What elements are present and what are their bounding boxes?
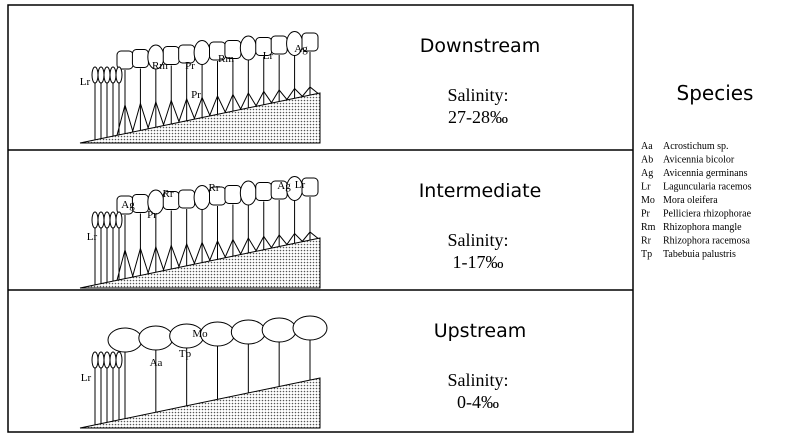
species-code: Mo xyxy=(641,195,655,206)
tree-label: Rr xyxy=(163,188,174,200)
canopy xyxy=(256,183,272,201)
salinity-label: Salinity: xyxy=(447,85,508,105)
species-code: Ab xyxy=(641,155,653,166)
species-name: Avicennia bicolor xyxy=(663,155,735,166)
canopy xyxy=(293,316,327,340)
tree-label: Ag xyxy=(121,199,135,211)
canopy xyxy=(231,320,265,344)
canopy xyxy=(104,67,110,83)
ground xyxy=(80,378,320,428)
canopy xyxy=(225,186,241,204)
canopy xyxy=(98,67,104,83)
salinity-value: 27-28‰ xyxy=(448,107,508,127)
species-code: Lr xyxy=(641,182,651,193)
canopy xyxy=(92,352,98,368)
tree-label: Pr xyxy=(147,209,157,221)
page: {"rows":[ {"zone":"Downstream","salinity… xyxy=(0,0,795,435)
species-code: Ag xyxy=(641,168,653,179)
canopy xyxy=(271,36,287,54)
zone-name: Downstream xyxy=(420,35,540,57)
species-name: Avicennia germinans xyxy=(663,168,748,179)
tree-label: Ag xyxy=(277,180,291,192)
tree-label: Lr xyxy=(295,179,306,191)
canopy xyxy=(240,36,256,60)
canopy xyxy=(194,41,210,65)
salinity-value: 0-4‰ xyxy=(457,392,499,412)
species-name: Acrostichum sp. xyxy=(663,141,729,152)
canopy xyxy=(110,352,116,368)
tree-label: Ag xyxy=(294,43,308,55)
species-code: Tp xyxy=(641,249,652,260)
canopy xyxy=(108,328,142,352)
canopy xyxy=(98,352,104,368)
species-name: Tabebuia palustris xyxy=(663,249,736,260)
canopy xyxy=(92,67,98,83)
canopy xyxy=(240,181,256,205)
canopy xyxy=(179,190,195,208)
canopy xyxy=(110,212,116,228)
salinity-label: Salinity: xyxy=(447,230,508,250)
canopy xyxy=(116,352,122,368)
canopy xyxy=(117,51,133,69)
tree-label: Lr xyxy=(87,231,98,243)
diagram: Species Lr Rm Pr Rm Pr Lr Ag Downstream Salinity… xyxy=(0,0,795,435)
tree-label: Pr xyxy=(191,89,201,101)
tree-label: Lr xyxy=(263,50,274,62)
zone-name: Upstream xyxy=(434,320,527,342)
species-code: Rr xyxy=(641,236,652,247)
tree-label: Aa xyxy=(150,357,163,369)
species-code: Pr xyxy=(641,209,651,220)
tree-label: Mo xyxy=(192,328,208,340)
species-name: Rhizophora racemosa xyxy=(663,236,750,247)
species-name: Laguncularia racemos xyxy=(663,182,752,193)
tree-label: Rm xyxy=(152,60,168,72)
canopy xyxy=(110,67,116,83)
salinity-value: 1-17‰ xyxy=(453,252,504,272)
ground xyxy=(80,238,320,288)
canopy xyxy=(104,352,110,368)
species-name: Mora oleifera xyxy=(663,195,718,206)
species-name: Rhizophora mangle xyxy=(663,222,742,233)
zone-name: Intermediate xyxy=(419,180,542,202)
canopy xyxy=(116,212,122,228)
canopy xyxy=(116,67,122,83)
illustrations xyxy=(80,32,327,429)
canopy xyxy=(104,212,110,228)
species-name: Pelliciera rhizophorae xyxy=(663,209,752,220)
species-code: Aa xyxy=(641,141,653,152)
canopy xyxy=(262,318,296,342)
tree-label: Lr xyxy=(81,372,92,384)
canopy xyxy=(92,212,98,228)
tree-label: Rr xyxy=(209,182,220,194)
canopy xyxy=(139,326,173,350)
species-code: Rm xyxy=(641,222,656,233)
canopy xyxy=(132,195,148,213)
tree-label: Lr xyxy=(80,76,91,88)
species-title: Species xyxy=(677,81,754,105)
canopy xyxy=(98,212,104,228)
canopy xyxy=(132,50,148,68)
tree-label: Rm xyxy=(218,53,234,65)
salinity-label: Salinity: xyxy=(447,370,508,390)
tree-label: Tp xyxy=(179,348,192,360)
tree-label: Pr xyxy=(185,60,195,72)
